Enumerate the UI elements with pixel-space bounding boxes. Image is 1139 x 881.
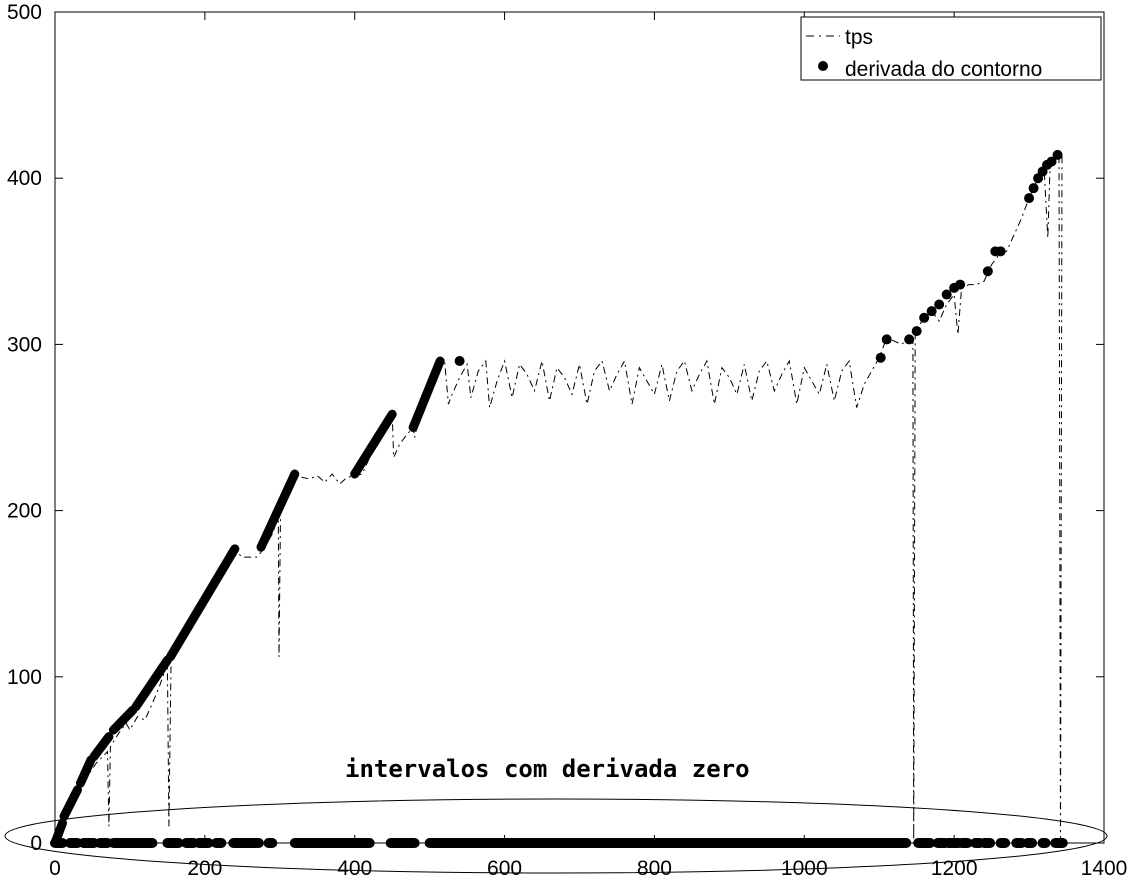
derivative-marker-run [131, 655, 172, 712]
derivative-marker [1046, 156, 1057, 167]
y-tick-label: 100 [7, 666, 42, 689]
derivative-marker [995, 246, 1006, 257]
y-tick-label: 400 [7, 167, 42, 190]
derivative-marker [454, 356, 465, 367]
x-tick-label: 200 [187, 857, 222, 880]
derivative-marker-run [350, 409, 397, 479]
derivative-marker [881, 334, 892, 345]
y-tick-label: 300 [7, 333, 42, 356]
plot-area [54, 11, 1105, 844]
legend-tps-label: tps [845, 26, 873, 49]
derivative-marker [926, 306, 937, 317]
derivative-series [50, 149, 1068, 848]
legend-derivative-swatch [818, 61, 828, 71]
x-tick-label: 0 [49, 857, 61, 880]
derivative-marker [904, 334, 915, 345]
y-tick-label: 500 [7, 1, 42, 24]
derivative-marker [911, 326, 922, 337]
x-tick-label: 1000 [781, 857, 828, 880]
derivative-marker-run [165, 544, 240, 662]
derivative-marker-run [256, 469, 300, 552]
derivative-marker [875, 352, 886, 363]
derivative-marker [1024, 193, 1035, 204]
derivative-marker [1052, 149, 1063, 160]
derivative-marker-run [75, 755, 96, 788]
x-tick-label: 800 [637, 857, 672, 880]
legend-derivative-label: derivada do contorno [845, 58, 1042, 81]
y-tick-label: 200 [7, 500, 42, 523]
legend-box [800, 16, 1102, 81]
derivative-marker [1028, 183, 1039, 194]
legend: tps derivada do contorno [800, 16, 1102, 81]
derivative-marker-run [408, 356, 445, 432]
x-axis-ticks: 0 200 400 600 800 1000 1200 1400 [49, 12, 1127, 880]
x-tick-label: 400 [337, 857, 372, 880]
y-tick-label: 0 [30, 832, 42, 855]
x-tick-label: 600 [487, 857, 522, 880]
derivative-marker-run [89, 732, 114, 762]
derivative-marker [934, 299, 945, 310]
zero-intervals-ellipse [4, 798, 1108, 874]
derivative-marker-run [59, 785, 82, 821]
derivative-marker-run [108, 705, 138, 735]
derivative-marker [919, 312, 930, 323]
derivative-marker [941, 289, 952, 300]
derivative-marker [955, 279, 966, 290]
x-tick-label: 1400 [1081, 857, 1128, 880]
derivative-marker [982, 266, 993, 277]
annotation-label: intervalos com derivada zero [345, 755, 750, 783]
y-axis-ticks: 0 100 200 300 400 500 [7, 1, 1104, 855]
